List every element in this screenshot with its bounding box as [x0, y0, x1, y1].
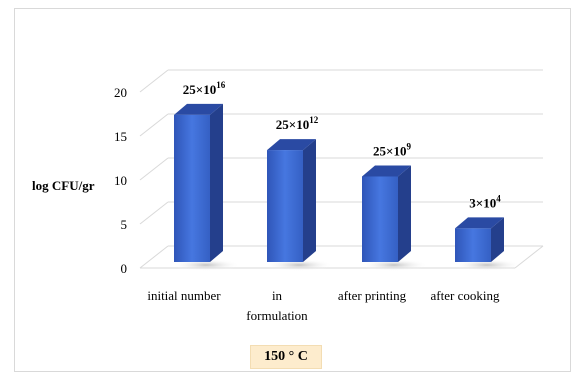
data-label: 3×104 — [469, 193, 501, 210]
bar — [267, 150, 303, 262]
data-label: 25×109 — [373, 141, 411, 158]
category-label: in formulation — [246, 288, 308, 323]
y-tick-label: 10 — [114, 173, 127, 188]
bar-side — [491, 217, 504, 262]
data-labels: 25×1016 25×1012 25×109 3×104 — [183, 80, 501, 211]
gridline-depth — [139, 157, 169, 181]
data-label: 25×1012 — [276, 115, 319, 132]
category-label: after printing — [338, 288, 407, 303]
y-tick-label: 15 — [114, 129, 127, 144]
bar-side — [398, 165, 411, 262]
bar — [174, 114, 210, 262]
bar-top — [362, 165, 411, 177]
bar-top — [174, 103, 223, 115]
bar-top — [267, 139, 316, 151]
bar — [455, 228, 491, 262]
y-axis: 0 5 10 15 20 — [114, 85, 127, 276]
y-axis-label: log CFU/gr — [32, 178, 95, 193]
bars — [172, 103, 521, 271]
y-tick-label: 0 — [121, 261, 128, 276]
gridline-depth — [139, 245, 169, 269]
bar-side — [210, 103, 223, 262]
data-label: 25×1016 — [183, 80, 226, 97]
bar — [362, 176, 398, 262]
gridline-depth — [139, 201, 169, 225]
gridline-depth — [139, 113, 169, 137]
temperature-label: 150 ° C — [250, 345, 322, 369]
category-labels: initial number in formulation after printin… — [147, 288, 500, 323]
y-tick-label: 5 — [121, 217, 128, 232]
bar-top — [455, 217, 504, 229]
category-label: after cooking — [431, 288, 500, 303]
gridline-depth — [139, 69, 169, 93]
y-tick-label: 20 — [114, 85, 127, 100]
bar-side — [303, 139, 316, 262]
category-label: initial number — [147, 288, 221, 303]
